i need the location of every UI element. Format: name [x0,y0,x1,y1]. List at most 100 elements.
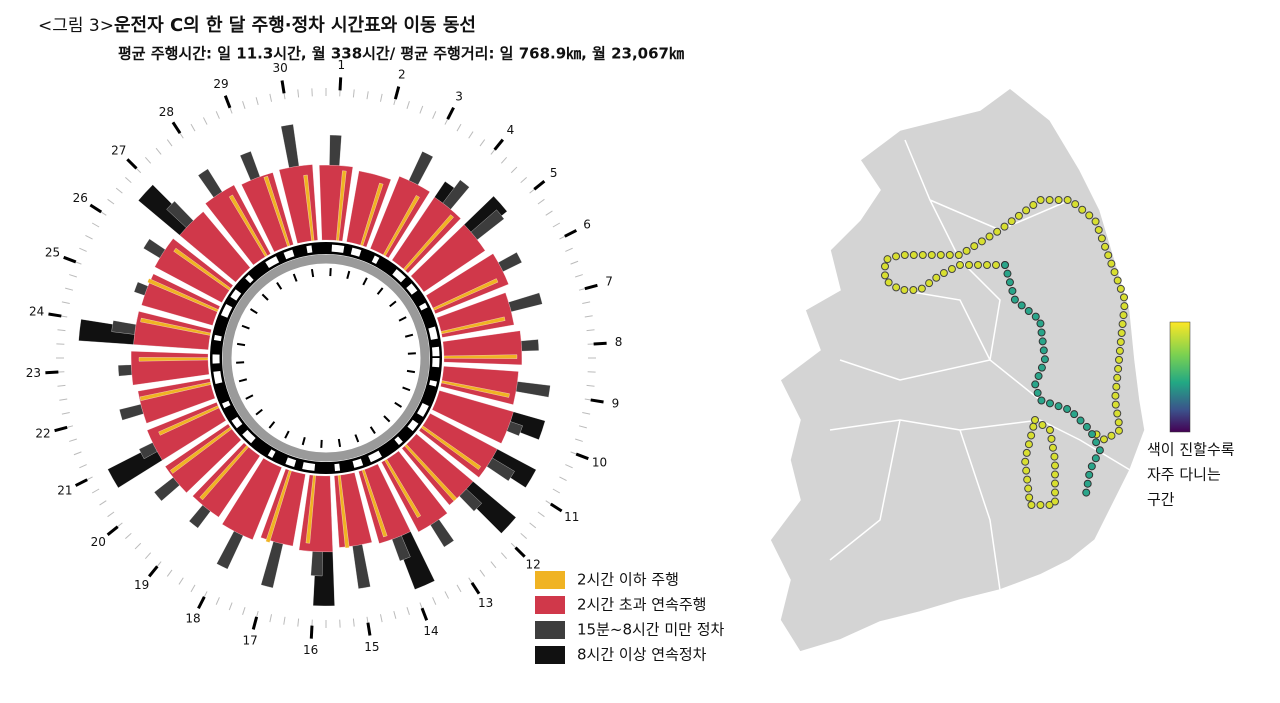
minor-tick [565,248,572,251]
legend-swatch [535,596,565,614]
minor-tick [74,452,81,455]
colorbar-label: 자주 다니는 [1147,466,1221,484]
day-tick [565,230,577,236]
day-tick [368,623,370,636]
minor-tick [433,597,436,604]
minor-tick [179,578,183,585]
day-tick [253,617,256,630]
minor-tick [553,489,560,493]
colorbar [1170,322,1190,432]
legend-label: 2시간 초과 연속주행 [577,596,706,614]
day-tick [422,608,427,620]
day-label: 24 [29,305,44,319]
day-tick [594,343,607,344]
legend-swatch [535,571,565,589]
minor-tick [108,199,114,204]
minor-tick [270,94,272,102]
bar [131,351,209,385]
minor-tick [445,591,449,598]
minor-tick [407,101,409,109]
minor-tick [380,94,382,102]
minor-tick [167,140,172,146]
day-label: 9 [612,396,620,410]
minor-tick [538,512,544,517]
day-tick [282,80,284,93]
minor-tick [62,302,70,304]
day-tick [127,159,136,168]
day-label: 8 [615,335,623,349]
minor-tick [145,157,150,163]
day-tick [495,140,503,150]
minor-tick [229,603,232,610]
minor-tick [565,465,572,468]
day-tick [173,122,180,133]
minor-tick [530,523,536,528]
day-label: 28 [159,105,174,119]
day-tick [48,314,61,316]
minor-tick [116,188,122,193]
minor-tick [79,248,86,251]
minor-tick [256,97,258,105]
day-tick [448,108,454,120]
minor-tick [191,124,195,131]
minor-tick [69,439,77,441]
day-tick [198,597,204,609]
day-tick [516,548,525,557]
minor-tick [480,140,485,146]
day-tick [576,454,588,459]
day-tick [311,626,312,639]
day-label: 14 [423,624,438,638]
day-label: 7 [605,275,613,289]
inner-tick [312,269,313,277]
day-tick [551,504,562,511]
day-tick [55,427,68,430]
day-tick [591,400,604,402]
day-label: 5 [550,166,558,180]
minor-tick [420,106,423,113]
minor-tick [298,619,299,627]
minor-tick [511,167,517,173]
minor-tick [135,543,141,549]
day-tick [395,87,398,100]
minor-tick [553,223,560,227]
minor-tick [85,235,92,239]
day-tick [45,372,58,373]
minor-tick [407,607,409,615]
minor-tick [538,199,544,204]
minor-tick [92,223,99,227]
day-tick [64,257,76,262]
day-label: 13 [478,596,493,610]
minor-tick [270,614,272,622]
minor-tick [457,124,461,131]
day-label: 30 [273,61,288,75]
day-tick [472,583,479,594]
minor-tick [57,330,65,331]
minor-tick [457,585,461,592]
korea-land [770,88,1145,652]
day-tick [534,181,544,189]
day-label: 11 [564,510,579,524]
minor-tick [57,385,65,386]
day-tick [149,566,157,576]
minor-tick [367,91,368,99]
minor-tick [587,385,595,386]
map: 색이 진할수록 자주 다니는 구간 [770,88,1235,652]
minor-tick [433,111,436,118]
day-tick [340,77,341,90]
minor-tick [69,275,77,277]
inner-tick [237,344,245,345]
bar [319,165,353,241]
legend-label: 2시간 이하 주행 [577,571,679,589]
minor-tick [145,553,150,559]
minor-tick [575,275,583,277]
minor-tick [521,177,527,182]
minor-tick [579,426,587,428]
legend-swatch [535,621,565,639]
minor-tick [587,330,595,331]
minor-tick [480,570,485,576]
minor-tick [203,117,207,124]
day-label: 19 [134,578,149,592]
minor-tick [125,533,131,538]
minor-tick [585,316,593,317]
